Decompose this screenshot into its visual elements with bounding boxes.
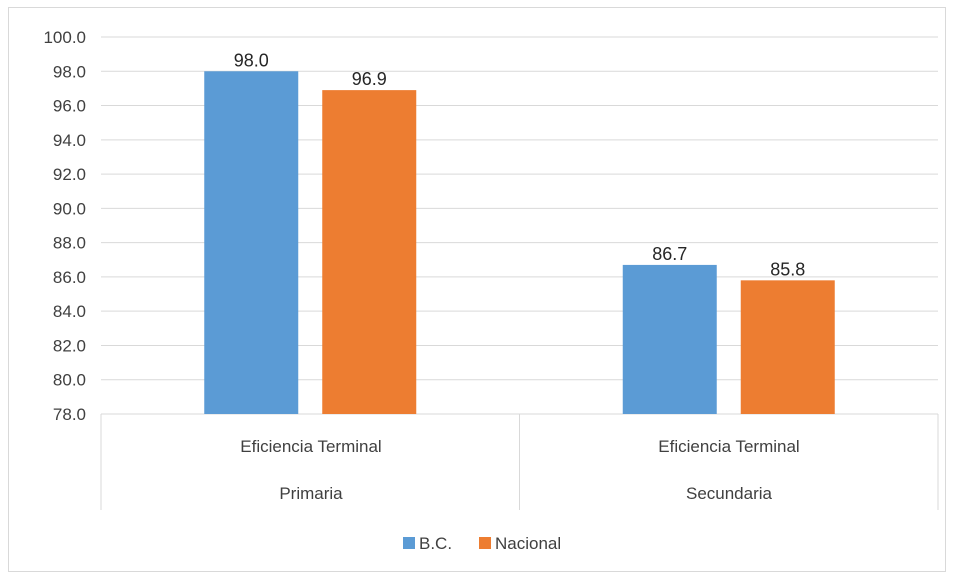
x-tick-label-primaria-top: Eficiencia Terminal <box>240 437 381 456</box>
data-label-bc-primaria: 98.0 <box>234 50 269 70</box>
y-tick-label: 90.0 <box>53 199 86 218</box>
data-labels: 98.0 96.9 86.7 85.8 <box>234 50 806 279</box>
y-tick-label: 98.0 <box>53 62 86 81</box>
y-tick-label: 84.0 <box>53 302 86 321</box>
y-tick-label: 96.0 <box>53 97 86 116</box>
legend: B.C. Nacional <box>403 534 561 553</box>
bars <box>204 71 835 414</box>
y-tick-label: 92.0 <box>53 165 86 184</box>
y-axis: 78.0 80.0 82.0 84.0 86.0 88.0 90.0 92.0 94.0 96.0… <box>43 28 86 424</box>
legend-label-bc: B.C. <box>419 534 452 553</box>
y-tick-label: 86.0 <box>53 268 86 287</box>
y-tick-label: 78.0 <box>53 405 86 424</box>
y-tick-label: 82.0 <box>53 336 86 355</box>
bar-nacional-primaria <box>322 90 417 414</box>
x-tick-label-primaria-bottom: Primaria <box>279 484 343 503</box>
data-label-nacional-primaria: 96.9 <box>352 69 387 89</box>
legend-swatch-nacional <box>479 537 491 549</box>
legend-label-nacional: Nacional <box>495 534 561 553</box>
bar-bc-primaria <box>204 71 299 414</box>
x-tick-label-secundaria-top: Eficiencia Terminal <box>658 437 799 456</box>
legend-swatch-bc <box>403 537 415 549</box>
y-tick-label: 88.0 <box>53 234 86 253</box>
x-tick-label-secundaria-bottom: Secundaria <box>686 484 773 503</box>
x-axis: Eficiencia Terminal Primaria Eficiencia … <box>240 437 799 503</box>
bar-bc-secundaria <box>622 264 717 414</box>
data-label-bc-secundaria: 86.7 <box>652 244 687 264</box>
bar-nacional-secundaria <box>740 280 835 414</box>
y-tick-label: 94.0 <box>53 131 86 150</box>
y-tick-label: 100.0 <box>43 28 86 47</box>
data-label-nacional-secundaria: 85.8 <box>770 259 805 279</box>
y-tick-label: 80.0 <box>53 371 86 390</box>
